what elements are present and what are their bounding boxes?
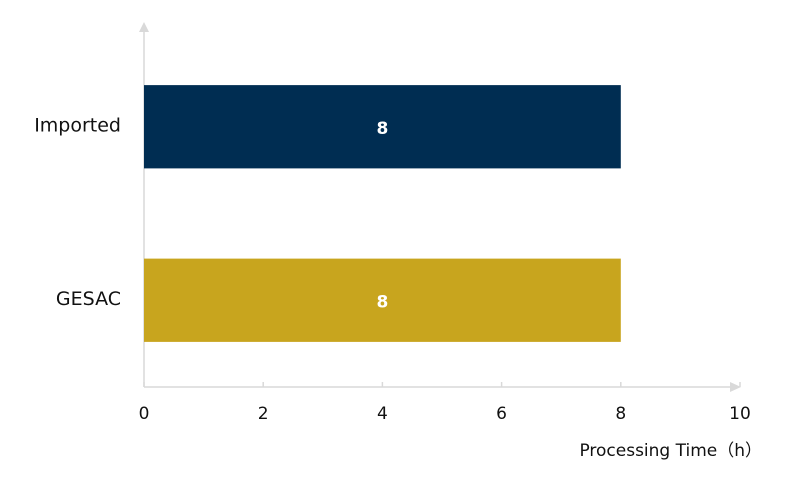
x-tick-label: 10 bbox=[729, 404, 751, 424]
x-tick-label: 4 bbox=[377, 404, 388, 424]
x-axis-label: Processing Time（h） bbox=[579, 441, 762, 461]
x-tick-label: 8 bbox=[615, 404, 626, 424]
x-tick-label: 2 bbox=[258, 404, 269, 424]
data-label: 8 bbox=[376, 292, 388, 312]
y-axis-arrow bbox=[139, 22, 149, 32]
data-label: 8 bbox=[376, 119, 388, 139]
x-tick-label: 6 bbox=[496, 404, 507, 424]
y-tick-label: GESAC bbox=[56, 288, 121, 310]
bar bbox=[144, 258, 621, 342]
x-axis-arrow bbox=[730, 382, 741, 392]
y-tick-label: Imported bbox=[34, 114, 121, 136]
bar bbox=[144, 85, 621, 169]
x-tick-label: 0 bbox=[139, 404, 150, 424]
